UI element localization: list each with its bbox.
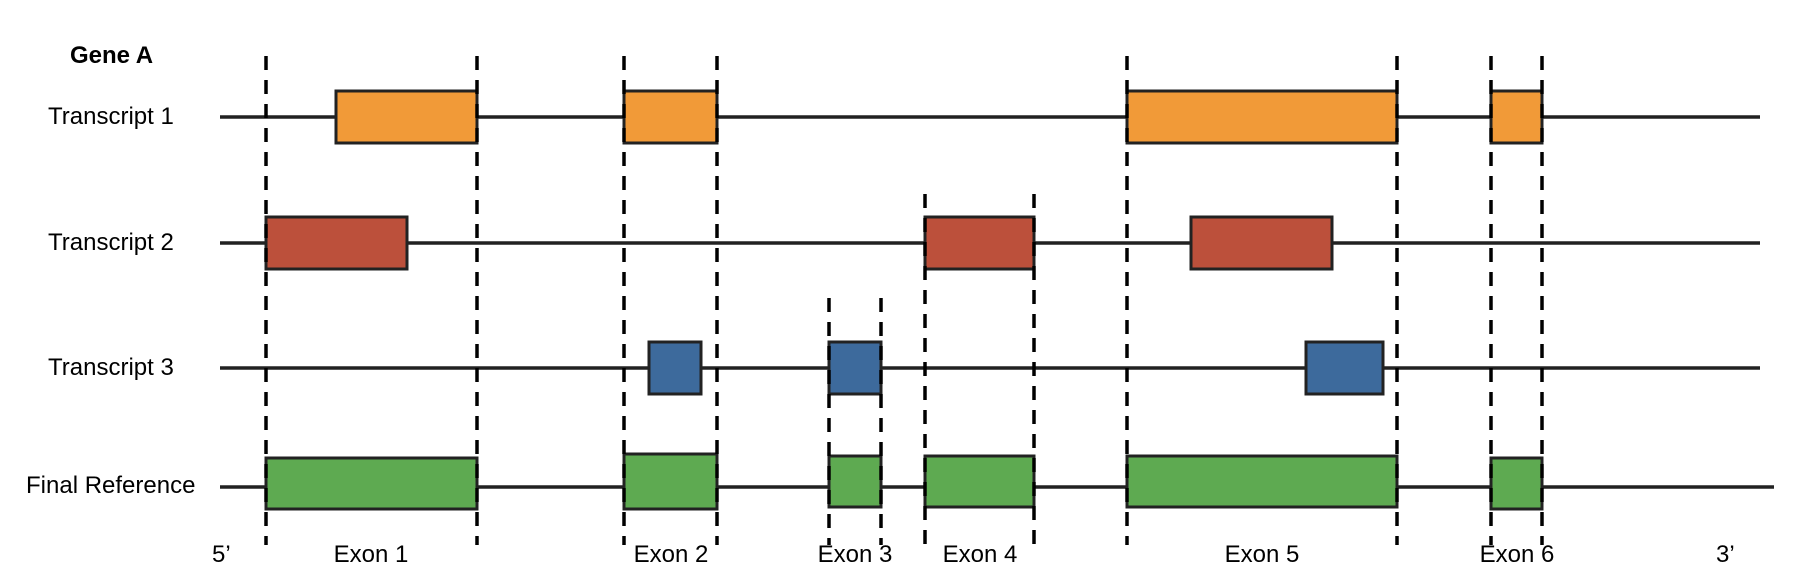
exon-box — [622, 452, 719, 511]
track-label-transcript-3: Transcript 3 — [48, 354, 174, 381]
exon-box — [1189, 215, 1334, 271]
exon-box — [827, 340, 883, 396]
exon-box — [923, 215, 1036, 271]
exon-label-4: Exon 4 — [943, 541, 1018, 568]
exon-label-1: Exon 1 — [334, 541, 409, 568]
exon-box — [334, 89, 479, 145]
exon-label-2: Exon 2 — [634, 541, 709, 568]
exon-box — [1489, 456, 1544, 511]
exon-box — [264, 456, 479, 511]
track-label-transcript-2: Transcript 2 — [48, 229, 174, 256]
gene-label: Gene A — [70, 42, 153, 69]
exon-box — [622, 89, 719, 145]
exon-box — [1304, 340, 1385, 396]
exon-box — [1489, 89, 1544, 145]
exon-box — [827, 454, 883, 509]
exon-box — [264, 215, 409, 271]
exon-label-5: Exon 5 — [1225, 541, 1300, 568]
exon-box — [1125, 454, 1399, 509]
exon-label-6: Exon 6 — [1480, 541, 1555, 568]
exon-box — [647, 340, 703, 396]
exon-box — [1125, 89, 1399, 145]
five-prime-label: 5’ — [212, 541, 231, 568]
track-label-final-reference: Final Reference — [26, 472, 195, 499]
track-label-transcript-1: Transcript 1 — [48, 103, 174, 130]
three-prime-label: 3’ — [1716, 541, 1735, 568]
exon-box — [923, 454, 1036, 509]
exon-label-3: Exon 3 — [818, 541, 893, 568]
